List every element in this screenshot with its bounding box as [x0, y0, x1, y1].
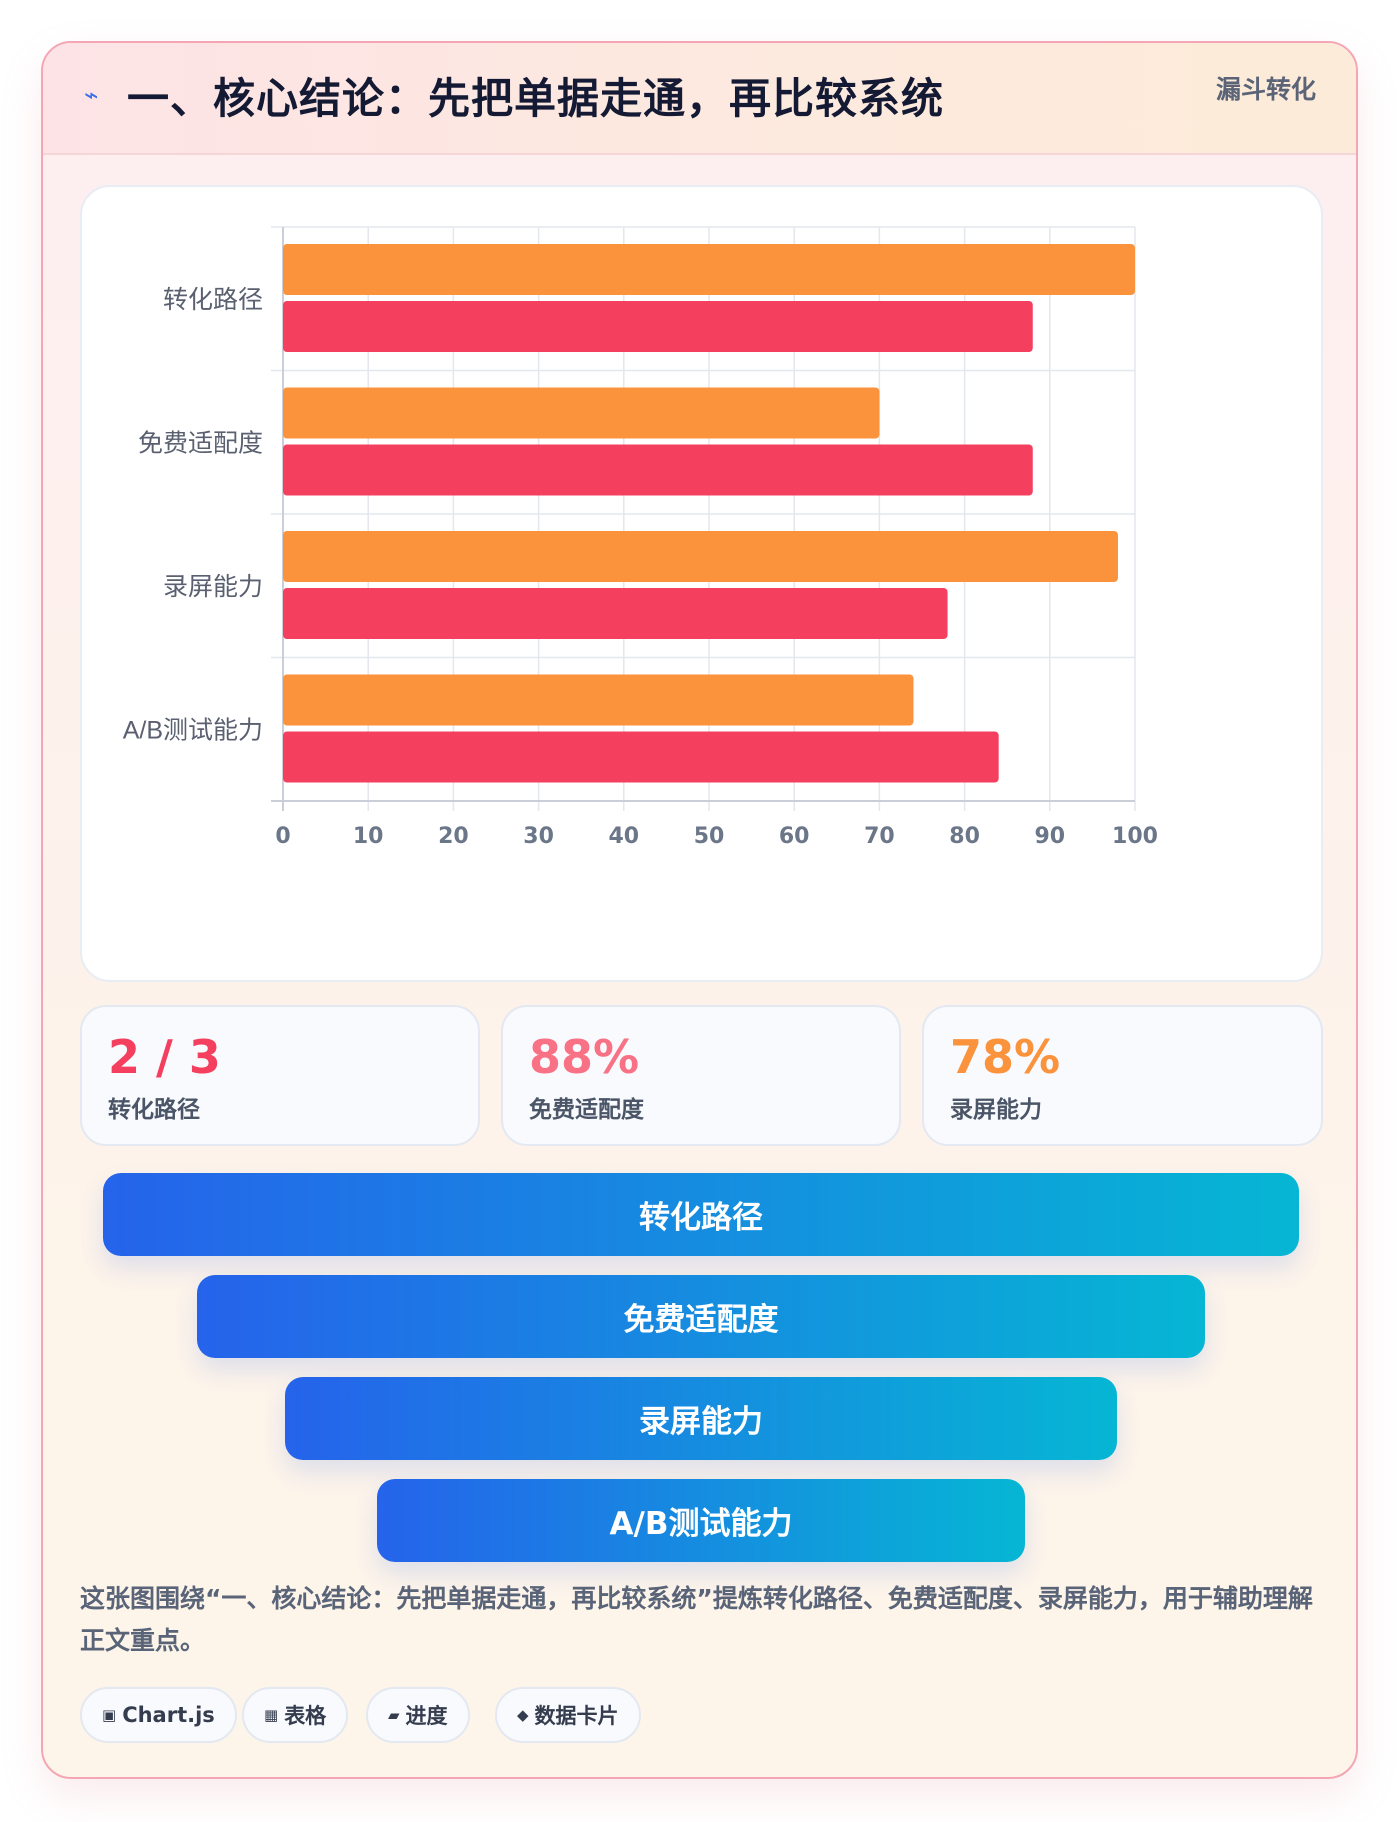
stat-card-0: 2 / 3 转化路径: [80, 1005, 480, 1146]
bar-red: [283, 588, 948, 639]
category-label: 转化路径: [163, 286, 263, 314]
bar-red: [283, 731, 999, 783]
infographic-card: ⌁ 一、核心结论：先把单据走通，再比较系统 漏斗转化 转化路径 免费适配度 录屏能力…: [41, 41, 1358, 1779]
category-label: 免费适配度: [138, 429, 263, 457]
bar-orange: [283, 387, 880, 439]
funnel-stage-2: 录屏能力: [285, 1377, 1117, 1460]
chip-label: Chart.js: [122, 1703, 215, 1727]
stat-label: 免费适配度: [529, 1097, 644, 1123]
bar-red: [283, 301, 1033, 352]
tick-label: 10: [353, 824, 384, 849]
category-tag: 漏斗转化: [1215, 75, 1316, 104]
stat-card-1: 88% 免费适配度: [501, 1005, 901, 1146]
funnel-stage-1: 免费适配度: [197, 1275, 1205, 1358]
chip-label: 进度: [405, 1704, 448, 1728]
tick-label: 40: [608, 824, 639, 849]
tick-label: 30: [523, 824, 554, 849]
tick-label: 70: [864, 824, 895, 849]
chip-progress[interactable]: ▰ 进度: [366, 1687, 470, 1743]
tick-label: 80: [949, 824, 980, 849]
lightning-icon: ⌁: [84, 81, 99, 109]
stat-value: 2 / 3: [108, 1030, 221, 1084]
data-card-icon: ◆: [517, 1706, 529, 1724]
chip-chartjs[interactable]: ▣ Chart.js: [80, 1687, 237, 1743]
bar-orange: [283, 674, 914, 726]
bar-orange: [283, 531, 1118, 582]
stat-label: 转化路径: [108, 1097, 200, 1123]
tick-label: 60: [779, 824, 810, 849]
category-label: 录屏能力: [163, 573, 263, 601]
stat-value: 78%: [950, 1030, 1061, 1084]
tick-label: 20: [438, 824, 469, 849]
page-title: 一、核心结论：先把单据走通，再比较系统: [127, 74, 945, 123]
stat-card-2: 78% 录屏能力: [922, 1005, 1323, 1146]
table-icon: ▦: [264, 1706, 279, 1724]
funnel-stage-3: A/B测试能力: [377, 1479, 1025, 1562]
funnel-stage-0: 转化路径: [103, 1173, 1299, 1256]
chip-data-card[interactable]: ◆ 数据卡片: [495, 1687, 641, 1743]
progress-icon: ▰: [388, 1706, 400, 1724]
tick-label: 0: [275, 824, 290, 849]
category-label: A/B测试能力: [123, 716, 263, 744]
bar-orange: [283, 244, 1135, 295]
tick-label: 90: [1034, 824, 1065, 849]
stat-value: 88%: [529, 1030, 640, 1084]
bar-red: [283, 444, 1033, 496]
tick-label: 50: [694, 824, 725, 849]
chart-icon: ▣: [102, 1706, 117, 1724]
tick-label: 100: [1112, 824, 1158, 849]
chip-table[interactable]: ▦ 表格: [242, 1687, 349, 1743]
chart-panel: 转化路径免费适配度录屏能力 A/B测试能力 0 10 20 30 40 50 60 70 80 90 1…: [80, 185, 1323, 982]
stat-label: 录屏能力: [950, 1097, 1042, 1123]
chip-label: 数据卡片: [534, 1704, 619, 1728]
chip-label: 表格: [284, 1704, 327, 1728]
caption-text: 这张图围绕“一、核心结论：先把单据走通，再比较系统”提炼转化路径、免费适配度、录…: [80, 1584, 1313, 1655]
card-header: ⌁ 一、核心结论：先把单据走通，再比较系统 漏斗转化: [43, 43, 1356, 155]
